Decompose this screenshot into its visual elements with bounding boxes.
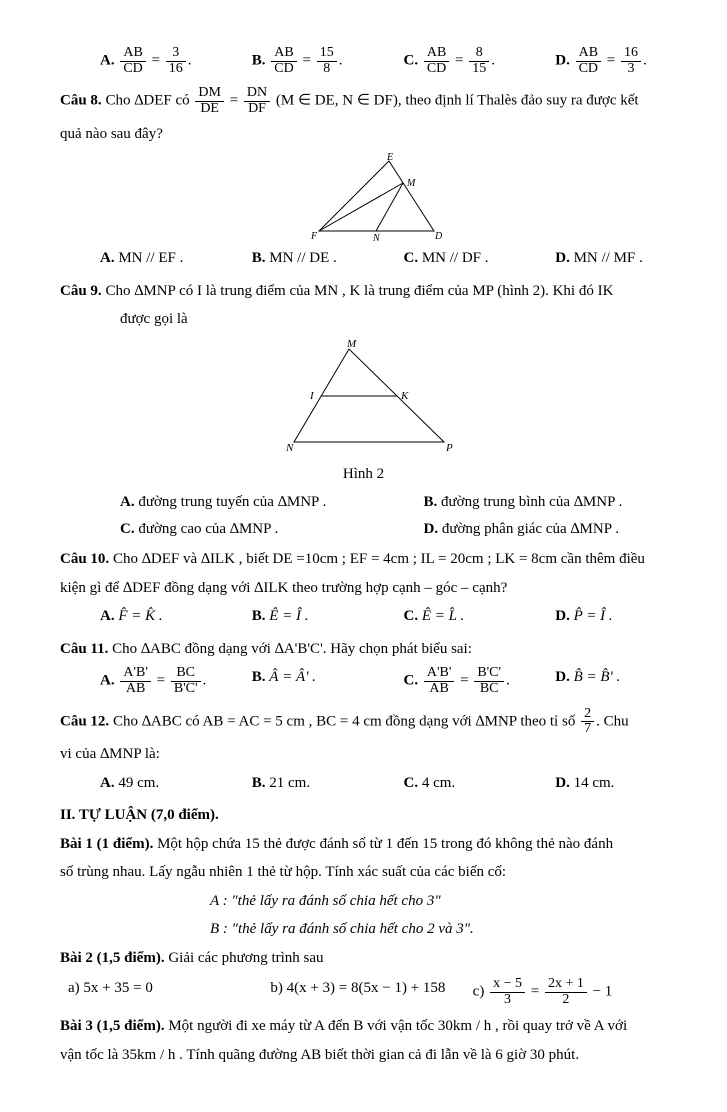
q11-choices: A. A'B'AB = BCB'C'. B. Â = Â' . C. A'B'A… [60,666,667,696]
q12-line2: vi của ∆MNP là: [60,743,667,766]
frac: DNDF [244,86,270,116]
q9-line2: được gọi là [60,308,667,331]
svg-text:I: I [309,390,315,402]
choice-a: A. F̂ = K̂ . [60,605,212,628]
choice-c: C. Ê = L̂ . [364,605,516,628]
svg-text:K: K [400,390,409,402]
q9-choices: A. đường trung tuyến của ∆MNP . B. đường… [60,489,667,542]
q12-stem: Câu 12. Cho ∆ABC có AB = AC = 5 cm , BC … [60,707,667,737]
choice-b: B. 21 cm. [212,772,364,795]
b1-b: B : "thẻ lấy ra đánh số chia hết cho 2 v… [60,918,667,941]
b1: Bài 1 (1 điểm). Một hộp chứa 15 thẻ được… [60,833,667,856]
choice-c: C. MN // DF . [364,247,516,270]
vertex-e: E [386,152,393,163]
text: Cho ∆DEF có [105,93,189,109]
vertex-d: D [434,231,443,241]
choice-b: B. ABCD = 158. [212,46,364,76]
frac: 815 [469,46,489,76]
choice-b: B. MN // DE . [212,247,364,270]
q8-line2: quả nào sau đây? [60,123,667,146]
frac: 158 [317,46,337,76]
q-label: Câu 8. [60,93,102,109]
choice-d: D. đường phân giác của ∆MNP . [364,518,668,541]
choice-c: C. 4 cm. [364,772,516,795]
frac: DMDE [195,86,224,116]
q11-stem: Câu 11. Cho ∆ABC đồng dạng với ∆A'B'C'. … [60,638,667,661]
choice-d: D. P̂ = Î . [515,605,667,628]
choice-a: A. 49 cm. [60,772,212,795]
frac: 163 [621,46,641,76]
choice-c: C. ABCD = 815. [364,46,516,76]
section-2-head: II. TỰ LUẬN (7,0 điểm). [60,804,667,827]
text: , theo định lí Thalès đảo suy ra được kế… [398,93,639,109]
svg-text:P: P [445,442,453,454]
b2-eqs: a) 5x + 35 = 0 b) 4(x + 3) = 8(5x − 1) +… [60,977,667,1007]
triangle-def-figure: E M F N D [279,151,449,241]
choice-d: D. 14 cm. [515,772,667,795]
svg-text:M: M [346,338,357,350]
choice-label: C. [404,53,419,69]
frac: ABCD [424,46,449,76]
choice-b: B. đường trung bình của ∆MNP . [364,491,668,514]
b1-l2: số trùng nhau. Lấy ngẫu nhiên 1 thẻ từ h… [60,861,667,884]
vertex-m: M [406,178,416,189]
eq-b: b) 4(x + 3) = 8(5x − 1) + 158 [262,977,464,1007]
text: (M ∈ DE, N ∈ DF) [276,93,398,109]
choice-a: A. MN // EF . [60,247,212,270]
b2: Bài 2 (1,5 điểm). Giải các phương trình … [60,947,667,970]
vertex-n: N [372,233,381,241]
choice-b: B. Ê = Î . [212,605,364,628]
frac: ABCD [120,46,145,76]
b3: Bài 3 (1,5 điểm). Một người đi xe máy từ… [60,1015,667,1038]
frac: ABCD [271,46,296,76]
choice-d: D. B̂ = B̂' . [515,666,667,696]
q8-stem: Câu 8. Cho ∆DEF có DMDE = DNDF (M ∈ DE, … [60,86,667,116]
q10-choices: A. F̂ = K̂ . B. Ê = Î . C. Ê = L̂ . D. P… [60,605,667,628]
q7-choices: A. ABCD = 316. B. ABCD = 158. C. ABCD = … [60,46,667,76]
b1-a: A : "thẻ lấy ra đánh số chia hết cho 3" [60,890,667,913]
choice-label: A. [100,53,115,69]
choice-c: C. đường cao của ∆MNP . [60,518,364,541]
choice-label: B. [252,53,266,69]
eq-c: c) x − 53 = 2x + 12 − 1 [465,977,667,1007]
figure-caption: Hình 2 [60,463,667,486]
choice-a: A. ABCD = 316. [60,46,212,76]
q12-choices: A. 49 cm. B. 21 cm. C. 4 cm. D. 14 cm. [60,772,667,795]
choice-a: A. đường trung tuyến của ∆MNP . [60,491,364,514]
frac: ABCD [576,46,601,76]
triangle-mnp-figure: M I K N P [264,337,464,457]
choice-d: D. ABCD = 163. [515,46,667,76]
q10-line2: kiện gì để ∆DEF đồng dạng với ∆ILK theo … [60,577,667,600]
frac: 316 [166,46,186,76]
q8-choices: A. MN // EF . B. MN // DE . C. MN // DF … [60,247,667,270]
choice-b: B. Â = Â' . [212,666,364,696]
choice-c: C. A'B'AB = B'C'BC. [364,666,516,696]
eq-a: a) 5x + 35 = 0 [60,977,262,1007]
vertex-f: F [310,231,318,241]
choice-a: A. A'B'AB = BCB'C'. [60,666,212,696]
b3-l2: vận tốc là 35km / h . Tính quãng đường A… [60,1044,667,1067]
svg-text:N: N [285,442,294,454]
q10-stem: Câu 10. Cho ∆DEF và ∆ILK , biết DE =10cm… [60,548,667,571]
choice-d: D. MN // MF . [515,247,667,270]
choice-label: D. [555,53,570,69]
q9-stem: Câu 9. Cho ∆MNP có I là trung điểm của M… [60,280,667,303]
